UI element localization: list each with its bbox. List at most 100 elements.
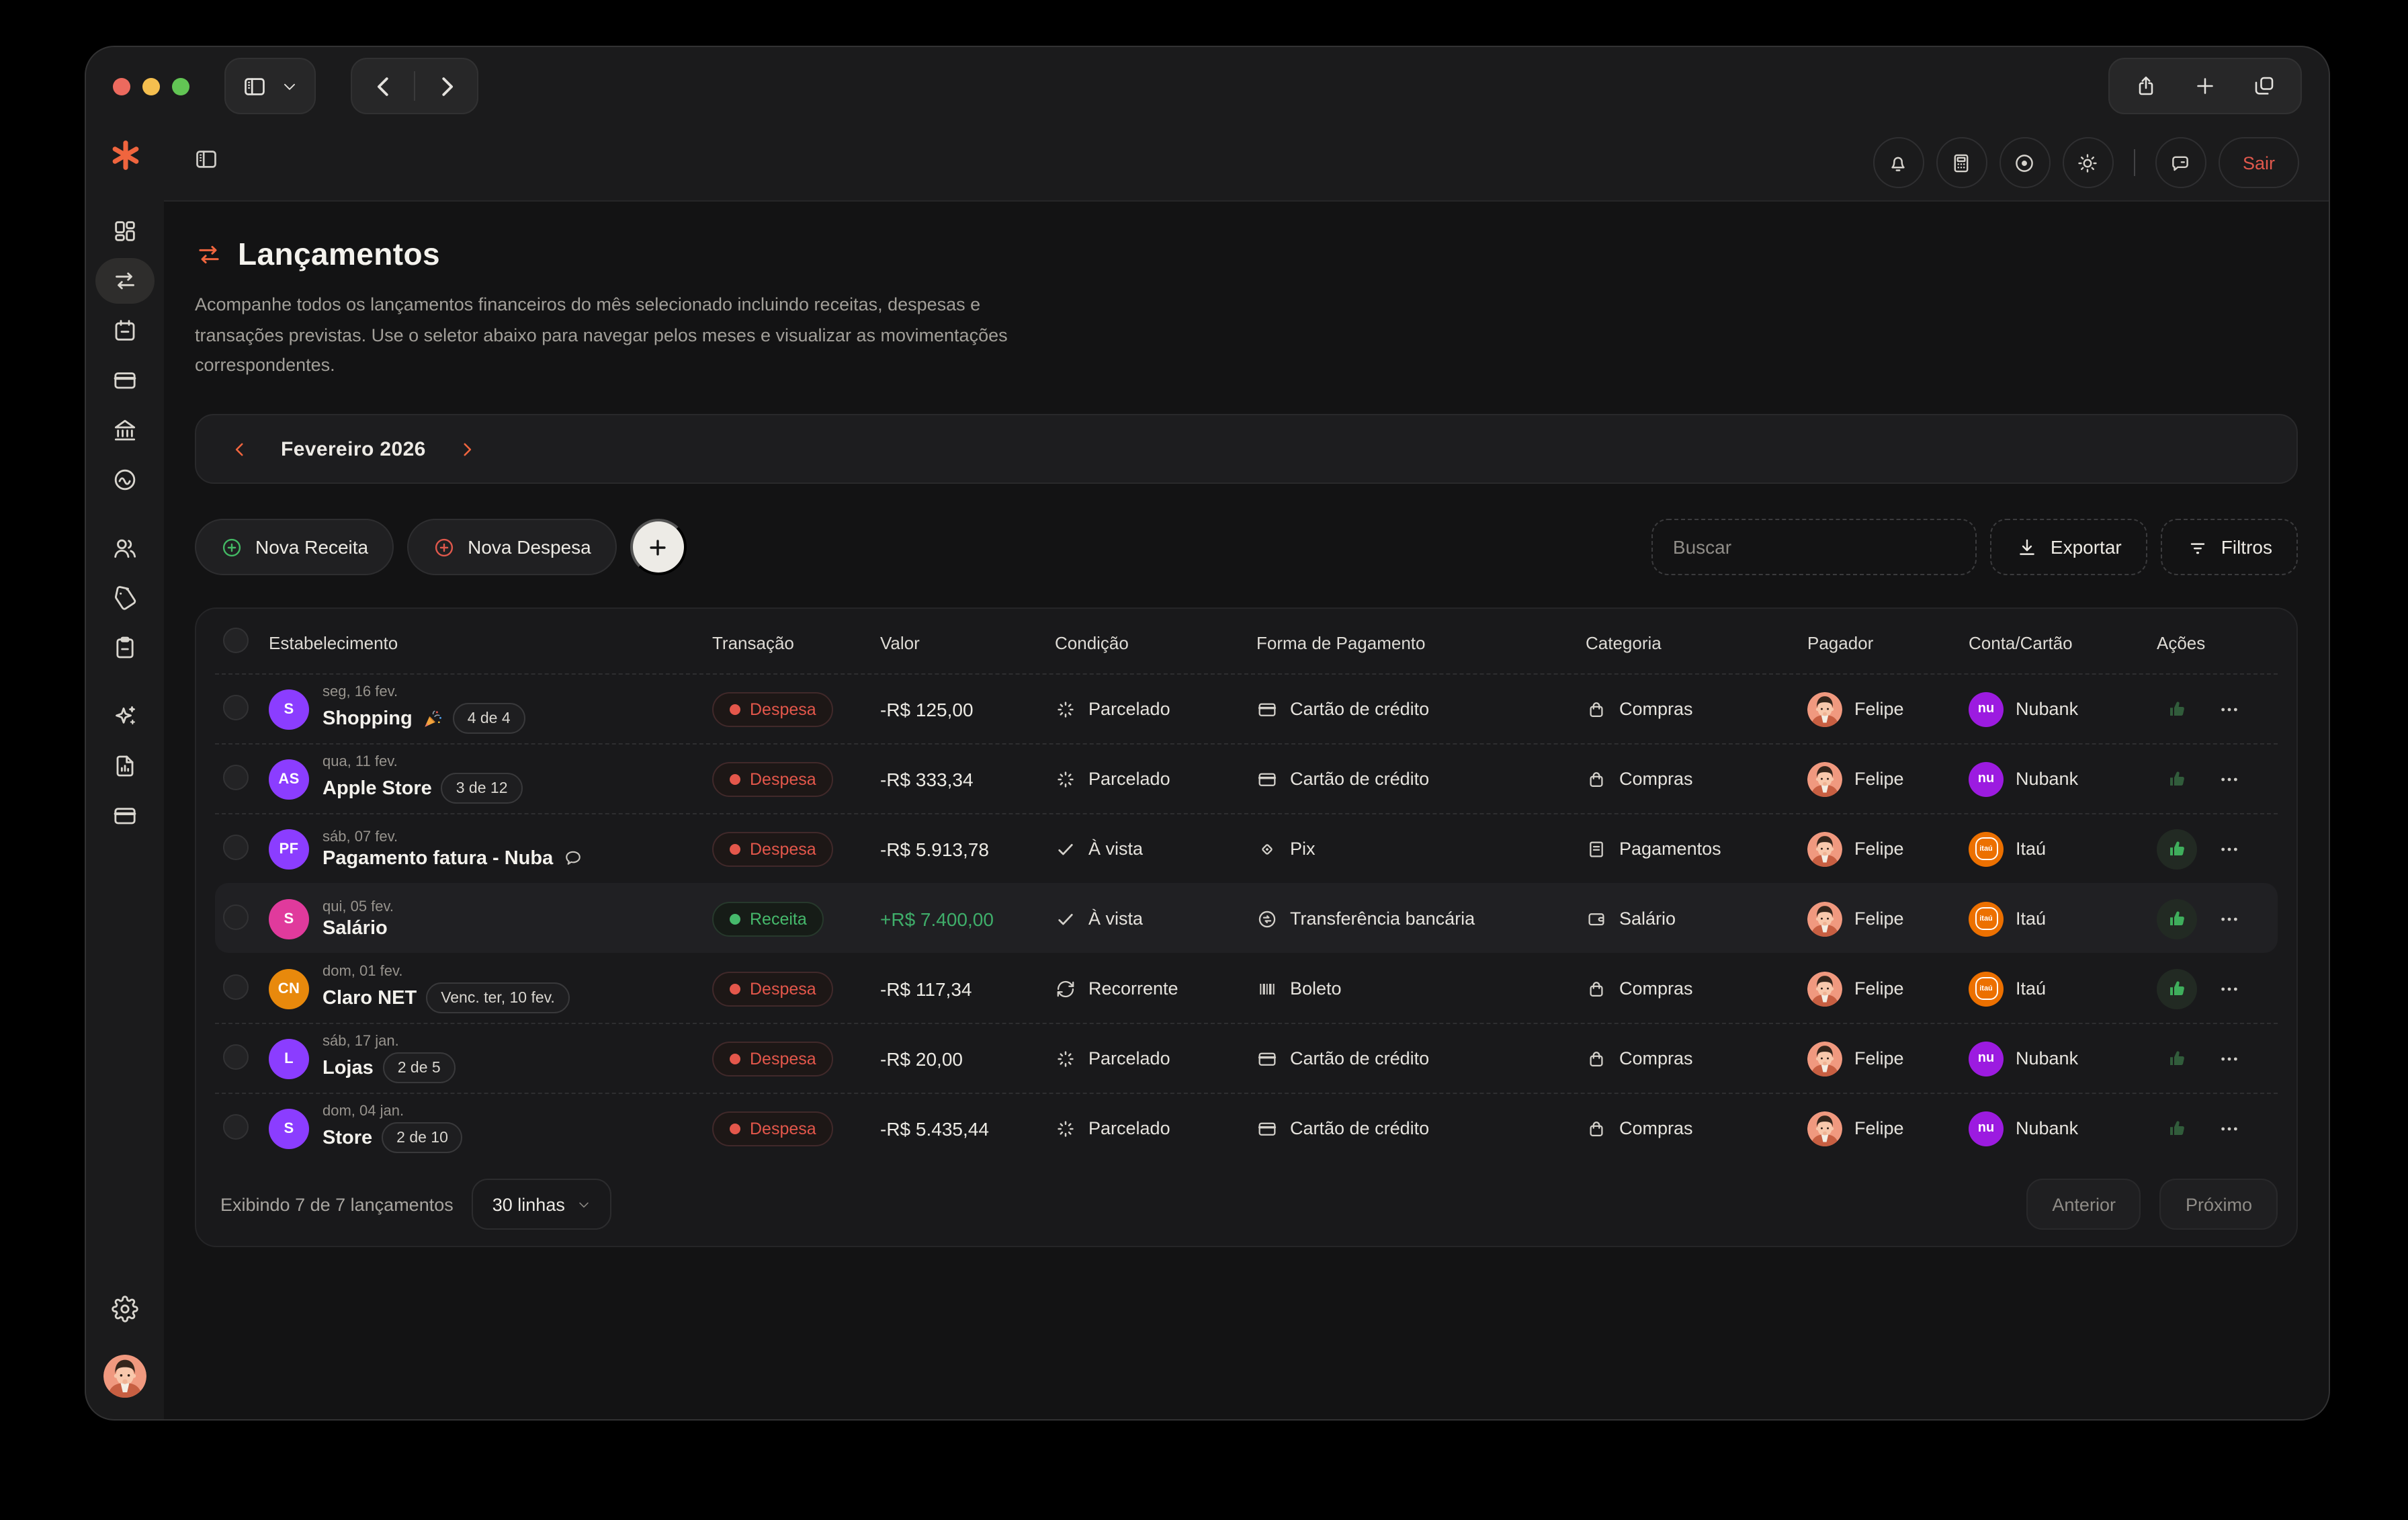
- row-checkbox[interactable]: [223, 974, 249, 1000]
- panel-left-icon: [242, 73, 267, 99]
- sidebar-item-tag[interactable]: [95, 575, 155, 621]
- col-header-condicao: Condição: [1055, 632, 1129, 653]
- next-page-button[interactable]: Próximo: [2159, 1179, 2278, 1230]
- approve-button[interactable]: [2157, 968, 2197, 1009]
- filter-icon: [2186, 536, 2209, 558]
- back-button[interactable]: [352, 59, 414, 113]
- swap-arrows-icon: [195, 241, 223, 269]
- merchant-name: Shopping: [322, 708, 413, 730]
- filters-button[interactable]: Filtros: [2160, 519, 2298, 576]
- sidebar-item-settings[interactable]: [95, 1286, 155, 1332]
- sidebar-toggle-button[interactable]: [224, 58, 316, 114]
- share-icon[interactable]: [2134, 74, 2158, 98]
- transaction-date: dom, 01 fev.: [322, 964, 403, 980]
- app-logo-asterisk-icon[interactable]: [108, 138, 142, 179]
- gear-icon: [112, 1296, 138, 1322]
- approve-button[interactable]: [2157, 1108, 2197, 1148]
- search-input[interactable]: [1651, 519, 1977, 576]
- feedback-button[interactable]: [2155, 137, 2206, 188]
- notifications-button[interactable]: [1873, 137, 1924, 188]
- itau-logo: itaú: [1969, 971, 2004, 1007]
- credit-card-icon: [1256, 1048, 1278, 1069]
- row-actions-menu[interactable]: [2219, 838, 2240, 859]
- row-actions-menu[interactable]: [2219, 768, 2240, 790]
- results-summary: Exibindo 7 de 7 lançamentos: [220, 1194, 454, 1215]
- nubank-logo: nu: [1969, 761, 2004, 797]
- payer-avatar: [1807, 1111, 1842, 1146]
- row-checkbox[interactable]: [223, 1044, 249, 1070]
- merchant-avatar: CN: [269, 968, 309, 1009]
- table-row[interactable]: CN dom, 01 fev. Claro NET Venc. ter, 10 …: [215, 953, 2278, 1023]
- approve-button[interactable]: [2157, 759, 2197, 799]
- sidebar-item-clipboard[interactable]: [95, 625, 155, 671]
- sidebar-item-dashboard[interactable]: [95, 208, 155, 254]
- payment-method-cell: Boleto: [1256, 978, 1586, 999]
- merchant-name: Apple Store: [322, 777, 432, 800]
- sidebar-item-credit-card[interactable]: [95, 357, 155, 403]
- row-actions-menu[interactable]: [2219, 1048, 2240, 1069]
- close-button[interactable]: [113, 77, 130, 95]
- rows-per-page-select[interactable]: 30 linhas: [472, 1179, 612, 1230]
- row-checkbox[interactable]: [223, 1113, 249, 1140]
- sidebar-item-bank[interactable]: [95, 407, 155, 453]
- tabs-overview-icon[interactable]: [2252, 74, 2276, 98]
- row-actions-menu[interactable]: [2219, 698, 2240, 720]
- payer-cell: Felipe: [1807, 971, 1969, 1007]
- export-button[interactable]: Exportar: [1989, 519, 2147, 576]
- table-row[interactable]: S dom, 04 jan. Store 2 de 10 Despesa -R$…: [215, 1093, 2278, 1163]
- page-content: Lançamentos Acompanhe todos os lançament…: [164, 202, 2329, 1419]
- dashboard-icon: [112, 218, 138, 245]
- new-tab-icon[interactable]: [2193, 74, 2217, 98]
- sidebar-item-report[interactable]: [95, 743, 155, 789]
- new-expense-button[interactable]: Nova Despesa: [407, 519, 617, 576]
- row-actions-menu[interactable]: [2219, 978, 2240, 999]
- approve-button[interactable]: [2157, 1038, 2197, 1079]
- prev-month-button[interactable]: [231, 440, 249, 458]
- user-avatar[interactable]: [103, 1355, 146, 1398]
- next-month-button[interactable]: [458, 440, 476, 458]
- forward-button[interactable]: [415, 59, 477, 113]
- col-header-categoria: Categoria: [1586, 632, 1662, 653]
- select-all-checkbox[interactable]: [223, 628, 249, 654]
- previous-page-button[interactable]: Anterior: [2026, 1179, 2141, 1230]
- theme-button[interactable]: [2062, 137, 2114, 188]
- table-row[interactable]: S seg, 16 fev. Shopping 4 de 4 Despesa -…: [215, 673, 2278, 743]
- merchant-avatar: S: [269, 898, 309, 939]
- approve-button[interactable]: [2157, 829, 2197, 870]
- bag-icon: [1586, 1117, 1607, 1139]
- visibility-button[interactable]: [1999, 137, 2051, 188]
- table-row[interactable]: AS qua, 11 fev. Apple Store 3 de 12 Desp…: [215, 743, 2278, 813]
- transaction-type-badge: Despesa: [712, 691, 834, 727]
- row-checkbox[interactable]: [223, 764, 249, 790]
- table-row[interactable]: S qui, 05 fev. Salário Receita +R$ 7.400…: [215, 883, 2278, 954]
- sidebar-item-transactions[interactable]: [95, 258, 155, 304]
- approve-button[interactable]: [2157, 689, 2197, 729]
- quick-add-button[interactable]: [630, 519, 687, 576]
- row-checkbox[interactable]: [223, 904, 249, 930]
- approve-button[interactable]: [2157, 898, 2197, 939]
- sidebar-item-card[interactable]: [95, 793, 155, 839]
- clipboard-icon: [112, 634, 138, 661]
- download-icon: [2016, 536, 2038, 558]
- sidebar-item-users[interactable]: [95, 525, 155, 571]
- new-income-button[interactable]: Nova Receita: [195, 519, 394, 576]
- rows-per-page-value: 30 linhas: [492, 1194, 565, 1215]
- sidebar-item-sparkles[interactable]: [95, 693, 155, 739]
- row-checkbox[interactable]: [223, 694, 249, 720]
- tag-icon: [112, 585, 138, 611]
- barcode-icon: [1256, 978, 1278, 999]
- zoom-button[interactable]: [172, 77, 189, 95]
- table-row[interactable]: PF sáb, 07 fev. Pagamento fatura - Nuba …: [215, 813, 2278, 883]
- row-actions-menu[interactable]: [2219, 1117, 2240, 1139]
- minimize-button[interactable]: [142, 77, 160, 95]
- table-row[interactable]: L sáb, 17 jan. Lojas 2 de 5 Despesa -R$ …: [215, 1023, 2278, 1093]
- calculator-button[interactable]: [1936, 137, 1987, 188]
- row-checkbox[interactable]: [223, 834, 249, 860]
- sidebar-item-trend[interactable]: [95, 457, 155, 503]
- sidebar-item-calendar[interactable]: [95, 308, 155, 353]
- row-actions-menu[interactable]: [2219, 908, 2240, 929]
- condition-cell: Parcelado: [1055, 1048, 1256, 1069]
- transaction-type-badge: Despesa: [712, 761, 834, 797]
- panel-toggle-button[interactable]: [194, 146, 219, 179]
- logout-button[interactable]: Sair: [2218, 137, 2299, 188]
